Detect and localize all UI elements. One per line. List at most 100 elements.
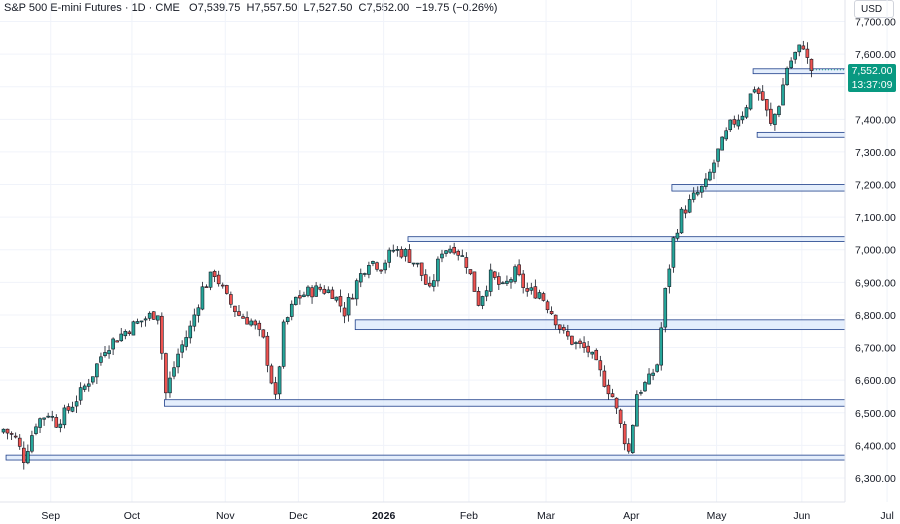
candle-up xyxy=(119,333,124,342)
candle-down xyxy=(809,58,814,71)
candle-down xyxy=(204,286,209,288)
candle-down xyxy=(764,99,769,111)
x-tick-label: Feb xyxy=(460,510,478,522)
candle-up xyxy=(176,353,180,368)
candle-up xyxy=(488,269,493,292)
candle-down xyxy=(220,284,225,287)
candle-up xyxy=(513,266,517,282)
candle-up xyxy=(655,364,659,372)
candle-down xyxy=(614,397,619,409)
change-value: −19.75 (−0.26%) xyxy=(415,2,498,14)
open-value: 7,539.75 xyxy=(197,2,241,14)
candle-up xyxy=(501,282,505,285)
candle-down xyxy=(492,271,497,278)
low-key: L xyxy=(303,2,310,14)
candle-down xyxy=(525,288,530,292)
candle-up xyxy=(86,383,91,387)
candle-up xyxy=(289,303,294,317)
time-axis[interactable]: Sep Oct Nov Dec 2026 Feb Mar Apr May Jun Jul xyxy=(41,510,893,522)
candle-up xyxy=(444,250,448,254)
candle-up xyxy=(306,286,310,296)
candle-down xyxy=(216,274,221,285)
y-tick-label: 6,800.00 xyxy=(855,310,896,322)
candle-up xyxy=(354,280,359,300)
candle-down xyxy=(419,262,424,276)
candle-up xyxy=(484,290,489,297)
candle-down xyxy=(756,88,761,94)
candle-down xyxy=(66,406,71,411)
candle-up xyxy=(391,249,396,252)
candle-up xyxy=(147,312,152,319)
last-price-value: 7,552.00 xyxy=(851,65,893,77)
candle-down xyxy=(375,262,379,270)
candle-up xyxy=(411,262,416,265)
y-tick-label: 6,700.00 xyxy=(855,343,896,355)
candle-up xyxy=(26,451,30,464)
candle-down xyxy=(298,295,302,299)
candle-down xyxy=(549,310,554,315)
x-tick-label: Dec xyxy=(289,510,308,522)
candle-up xyxy=(50,416,55,418)
candle-up xyxy=(708,171,712,181)
candle-up xyxy=(326,289,331,293)
x-tick-label: Jun xyxy=(793,510,810,522)
currency-selector[interactable]: USD xyxy=(854,0,894,18)
candle-up xyxy=(740,115,745,121)
support-zone[interactable] xyxy=(163,399,846,407)
candle-up xyxy=(135,321,140,324)
support-zone[interactable] xyxy=(5,454,846,461)
x-tick-label: May xyxy=(707,510,728,522)
candle-up xyxy=(679,208,684,234)
candle-up xyxy=(99,356,103,363)
candle-down xyxy=(212,271,217,277)
chart-header: S&P 500 E-mini Futures · 1D · CME O7,539… xyxy=(4,2,497,14)
candle-up xyxy=(123,331,128,337)
candle-down xyxy=(801,45,806,50)
candle-up xyxy=(777,106,781,116)
candle-up xyxy=(797,44,802,53)
high-key: H xyxy=(246,2,255,14)
candle-up xyxy=(789,60,793,68)
candle-down xyxy=(5,428,10,434)
candle-down xyxy=(545,301,550,311)
high-value: 7,557.50 xyxy=(254,2,298,14)
candle-down xyxy=(561,327,566,331)
candle-up xyxy=(700,185,704,193)
support-zone[interactable] xyxy=(756,131,846,138)
candle-down xyxy=(160,315,164,354)
candle-up xyxy=(363,273,367,275)
candle-up xyxy=(367,265,371,275)
candle-down xyxy=(322,288,327,294)
candle-down xyxy=(273,382,278,395)
candle-up xyxy=(139,320,144,323)
candle-up xyxy=(172,367,176,377)
close-value: 7,552.00 xyxy=(366,2,410,14)
candle-down xyxy=(610,393,615,398)
candle-up xyxy=(62,407,67,426)
candle-up xyxy=(184,337,188,347)
candle-down xyxy=(225,285,229,294)
candle-down xyxy=(338,296,343,307)
x-tick-label: 2026 xyxy=(372,510,396,522)
candle-down xyxy=(164,353,168,394)
candle-up xyxy=(38,418,42,428)
candle-up xyxy=(448,248,452,253)
candle-down xyxy=(399,249,404,258)
support-zone[interactable] xyxy=(407,236,846,242)
candle-up xyxy=(651,372,655,376)
candle-up xyxy=(724,130,728,140)
candle-up xyxy=(192,314,197,327)
candle-down xyxy=(310,287,314,298)
candle-down xyxy=(127,331,132,334)
candle-up xyxy=(436,258,440,282)
candle-up xyxy=(639,392,643,394)
symbol-title[interactable]: S&P 500 E-mini Futures · 1D · CME xyxy=(4,2,180,14)
support-zone[interactable] xyxy=(354,319,846,331)
candle-down xyxy=(342,307,347,317)
candle-down xyxy=(557,324,562,330)
countdown-timer: 13:37:09 xyxy=(851,79,893,91)
candle-up xyxy=(294,296,298,305)
candle-up xyxy=(752,89,757,93)
candle-up xyxy=(509,279,513,283)
